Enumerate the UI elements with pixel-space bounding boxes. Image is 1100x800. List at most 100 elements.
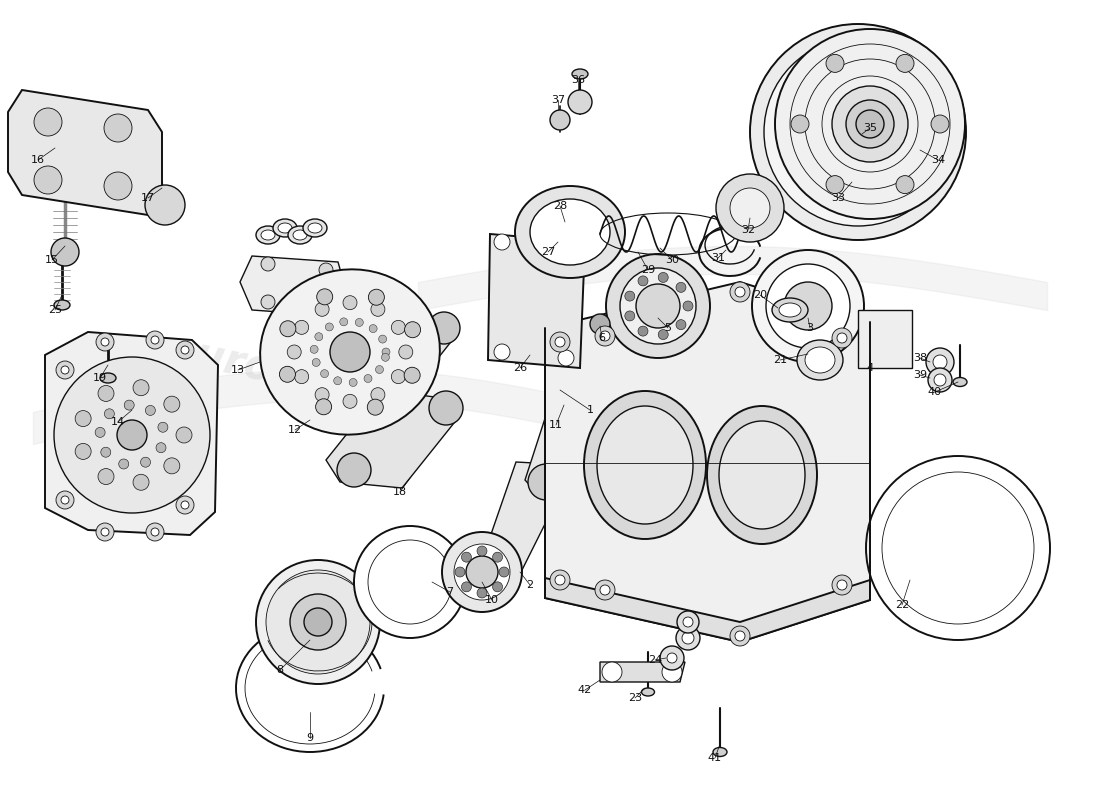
Ellipse shape [261,230,275,240]
Circle shape [182,501,189,509]
Circle shape [832,328,852,348]
Text: 17: 17 [141,193,155,203]
Circle shape [602,662,621,682]
Ellipse shape [293,230,307,240]
Circle shape [461,582,472,592]
Circle shape [466,556,498,588]
Ellipse shape [530,199,610,265]
Circle shape [676,611,698,633]
Text: 6: 6 [598,333,605,343]
Circle shape [625,291,635,301]
Circle shape [730,282,750,302]
Circle shape [638,326,648,336]
Text: 19: 19 [92,373,107,383]
Circle shape [141,457,151,467]
Circle shape [636,284,680,328]
Circle shape [315,302,329,316]
Circle shape [349,378,358,386]
Circle shape [101,338,109,346]
Circle shape [164,396,179,412]
Circle shape [375,366,384,374]
Circle shape [556,575,565,585]
Circle shape [896,176,914,194]
Text: eurospares: eurospares [582,456,848,552]
Circle shape [600,585,610,595]
Circle shape [776,29,965,219]
Circle shape [535,452,575,492]
Circle shape [315,333,322,341]
Circle shape [625,311,635,321]
Circle shape [399,345,412,359]
Circle shape [338,372,370,404]
Circle shape [98,469,114,485]
Circle shape [164,458,179,474]
Polygon shape [326,390,458,488]
Ellipse shape [308,223,322,233]
Text: 27: 27 [541,247,556,257]
Circle shape [550,332,570,352]
Circle shape [145,406,155,415]
Circle shape [823,97,893,167]
Circle shape [638,276,648,286]
Circle shape [934,374,946,386]
Ellipse shape [584,391,706,539]
Circle shape [933,355,947,369]
Circle shape [558,350,574,366]
Text: 41: 41 [708,753,722,763]
Circle shape [287,345,301,359]
Text: 28: 28 [553,201,568,211]
Text: 2: 2 [527,580,534,590]
Circle shape [371,388,385,402]
Circle shape [404,367,420,383]
Circle shape [455,567,465,577]
Ellipse shape [54,300,70,310]
Circle shape [499,567,509,577]
Circle shape [784,282,832,330]
Text: 29: 29 [641,265,656,275]
Circle shape [667,653,676,663]
Circle shape [315,388,329,402]
Ellipse shape [707,406,817,544]
Circle shape [662,662,682,682]
Circle shape [290,594,346,650]
Circle shape [371,302,385,316]
Circle shape [330,332,370,372]
Circle shape [658,330,668,339]
Circle shape [856,110,884,138]
Ellipse shape [273,219,297,237]
Polygon shape [8,90,162,215]
Circle shape [124,400,134,410]
Circle shape [600,331,610,341]
Circle shape [101,447,111,458]
Circle shape [146,331,164,349]
Circle shape [370,325,377,333]
Text: 31: 31 [711,253,725,263]
Circle shape [683,617,693,627]
Circle shape [826,176,844,194]
Circle shape [676,282,686,292]
Circle shape [837,333,847,343]
Text: 33: 33 [830,193,845,203]
Ellipse shape [805,347,835,373]
Circle shape [295,370,309,384]
Text: 10: 10 [485,595,499,605]
Circle shape [51,238,79,266]
Circle shape [730,188,770,228]
Circle shape [926,348,954,376]
Circle shape [791,115,808,133]
Circle shape [156,442,166,453]
Text: 36: 36 [571,75,585,85]
Ellipse shape [302,219,327,237]
Text: 35: 35 [864,123,877,133]
Circle shape [442,532,522,612]
Polygon shape [488,234,585,368]
Circle shape [354,526,466,638]
Text: 26: 26 [513,363,527,373]
Circle shape [343,394,358,408]
Circle shape [764,38,952,226]
Circle shape [364,374,372,382]
Circle shape [896,54,914,72]
Circle shape [34,108,62,136]
Circle shape [683,301,693,311]
Text: 12: 12 [288,425,302,435]
